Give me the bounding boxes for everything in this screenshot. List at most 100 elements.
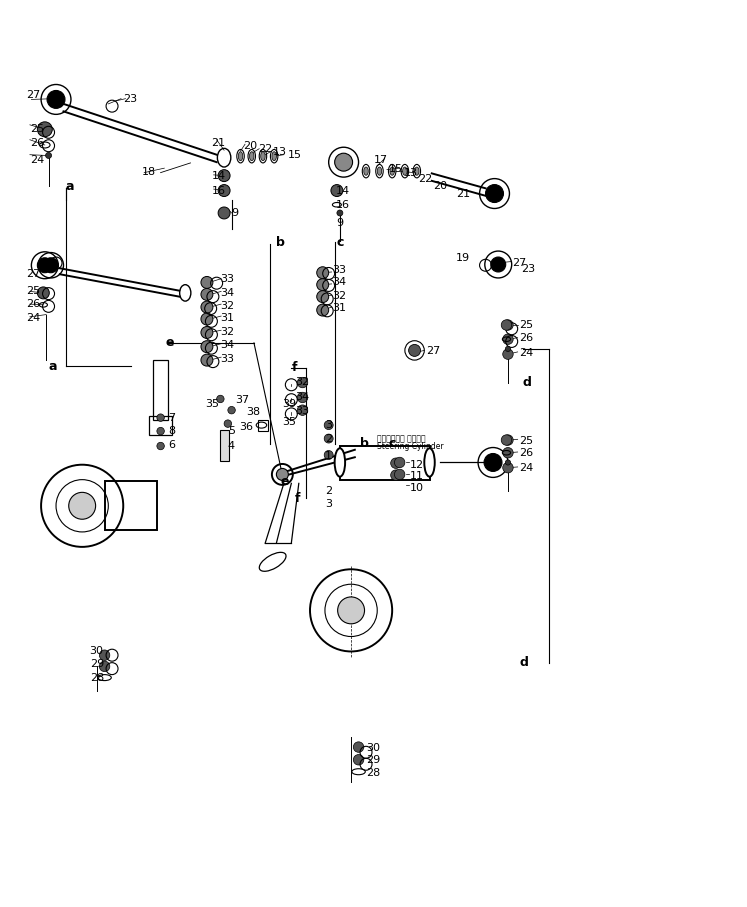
Circle shape: [503, 447, 513, 458]
Text: 34: 34: [295, 392, 309, 402]
Text: 16: 16: [211, 186, 226, 196]
Ellipse shape: [337, 210, 343, 216]
Circle shape: [317, 304, 329, 316]
Ellipse shape: [424, 448, 435, 477]
Text: 36: 36: [239, 422, 253, 432]
Text: c: c: [388, 437, 396, 450]
Text: 4: 4: [228, 441, 235, 451]
Circle shape: [224, 420, 232, 427]
Ellipse shape: [46, 152, 52, 159]
Text: ステアリング シリンダ: ステアリング シリンダ: [377, 434, 426, 443]
Ellipse shape: [390, 167, 394, 175]
Text: 17: 17: [374, 155, 388, 165]
Circle shape: [391, 470, 401, 481]
Text: 9: 9: [336, 219, 344, 229]
Text: 30: 30: [366, 743, 380, 753]
Circle shape: [501, 320, 512, 330]
Text: 20: 20: [433, 181, 447, 191]
Text: 39: 39: [282, 399, 297, 409]
Circle shape: [324, 451, 333, 460]
Text: 28: 28: [366, 768, 380, 778]
Circle shape: [201, 313, 213, 325]
Text: 1: 1: [325, 451, 332, 461]
Text: 26: 26: [519, 334, 533, 344]
Text: 5: 5: [228, 426, 235, 436]
Text: d: d: [523, 376, 532, 389]
Circle shape: [409, 345, 421, 356]
Text: 2: 2: [325, 486, 332, 496]
Text: 28: 28: [90, 673, 104, 683]
Circle shape: [276, 468, 288, 481]
Circle shape: [317, 290, 329, 303]
Text: 32: 32: [220, 327, 235, 336]
Text: 33: 33: [332, 265, 347, 275]
Circle shape: [331, 185, 343, 197]
Text: 33: 33: [295, 406, 309, 416]
Circle shape: [491, 257, 506, 272]
Circle shape: [317, 267, 329, 278]
Circle shape: [324, 421, 333, 430]
Text: 21: 21: [456, 189, 470, 199]
Text: 3: 3: [325, 420, 332, 430]
Text: 23: 23: [521, 264, 536, 274]
Circle shape: [353, 742, 364, 752]
Text: 35: 35: [282, 417, 297, 427]
Bar: [149, 416, 172, 434]
Text: f: f: [291, 361, 297, 374]
Text: 26: 26: [519, 448, 533, 459]
Text: a: a: [49, 359, 57, 373]
Circle shape: [201, 341, 213, 353]
Ellipse shape: [505, 346, 511, 352]
Circle shape: [43, 258, 58, 273]
Text: 29: 29: [366, 755, 380, 765]
Circle shape: [297, 377, 308, 388]
Text: 15: 15: [288, 151, 302, 161]
Circle shape: [503, 349, 513, 359]
Text: 12: 12: [409, 460, 424, 470]
Circle shape: [218, 207, 230, 219]
Text: 25: 25: [519, 320, 533, 330]
Circle shape: [217, 395, 224, 403]
Circle shape: [201, 354, 213, 366]
Circle shape: [297, 405, 308, 415]
Circle shape: [335, 153, 353, 171]
Circle shape: [37, 258, 52, 273]
Text: 2: 2: [325, 434, 332, 444]
Text: 7: 7: [168, 413, 176, 423]
Ellipse shape: [272, 151, 276, 161]
Text: 13: 13: [273, 148, 287, 158]
Circle shape: [484, 454, 502, 472]
Circle shape: [201, 301, 213, 313]
Circle shape: [324, 434, 333, 443]
Text: 35: 35: [205, 399, 220, 409]
Text: 34: 34: [220, 288, 235, 297]
Ellipse shape: [364, 167, 368, 175]
Text: Steering Cylinder: Steering Cylinder: [377, 443, 444, 452]
Bar: [153, 360, 168, 420]
Ellipse shape: [249, 151, 254, 161]
Circle shape: [228, 406, 235, 414]
Text: 24: 24: [30, 155, 44, 165]
Circle shape: [99, 661, 110, 671]
Text: 25: 25: [26, 287, 40, 297]
Text: 38: 38: [247, 406, 261, 416]
Text: 24: 24: [26, 313, 40, 323]
Text: 26: 26: [30, 139, 44, 149]
Text: 18: 18: [142, 167, 156, 177]
Circle shape: [394, 457, 405, 468]
Text: 16: 16: [336, 200, 350, 210]
Text: 10: 10: [409, 483, 424, 493]
Circle shape: [47, 91, 65, 108]
Text: 22: 22: [258, 144, 272, 154]
Text: 31: 31: [220, 313, 235, 323]
Text: 32: 32: [220, 300, 235, 310]
Circle shape: [297, 392, 308, 403]
Text: 15: 15: [388, 164, 403, 174]
Text: 25: 25: [30, 124, 44, 134]
Text: 8: 8: [168, 426, 176, 436]
Text: 19: 19: [456, 253, 470, 263]
Text: b: b: [276, 237, 285, 249]
Circle shape: [69, 493, 96, 519]
Circle shape: [157, 414, 164, 422]
Ellipse shape: [335, 448, 345, 477]
